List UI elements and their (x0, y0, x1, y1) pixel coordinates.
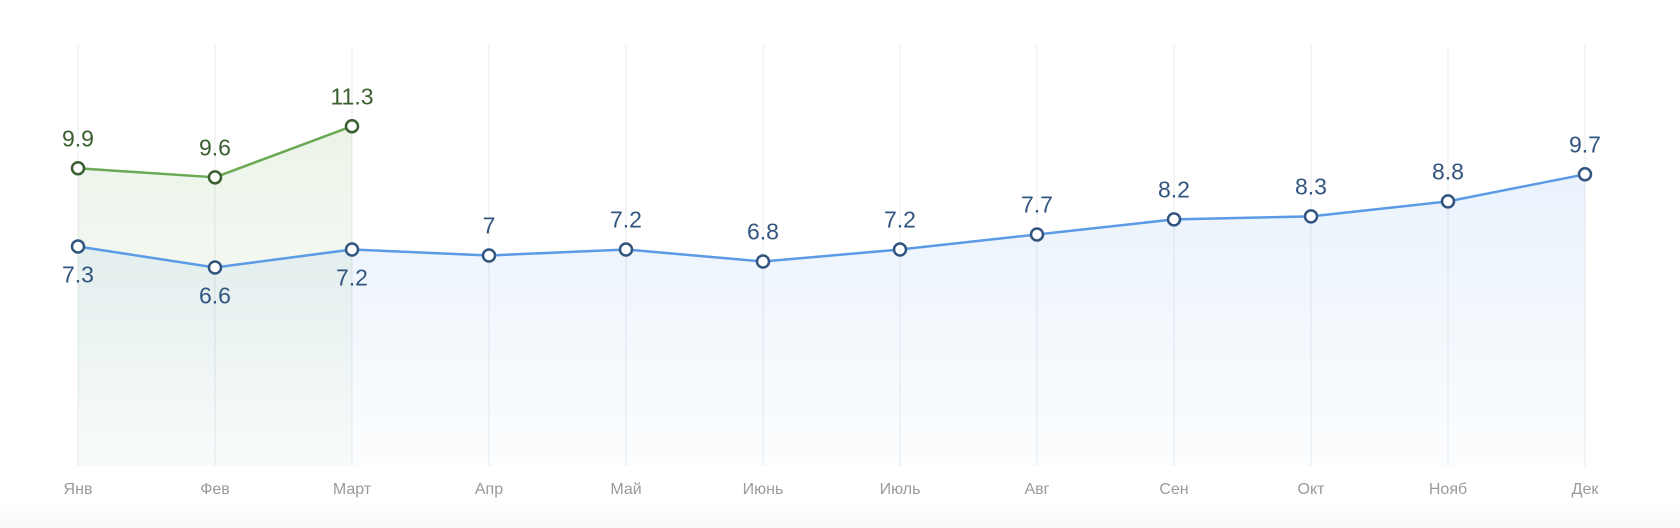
data-label: 6.6 (199, 283, 231, 309)
x-tick-label: Нояб (1429, 481, 1467, 498)
point-marker (207, 170, 223, 185)
point-marker (481, 248, 497, 263)
area (78, 174, 1585, 467)
area (78, 126, 352, 466)
point-marker (892, 242, 908, 257)
x-tick-label: Окт (1298, 481, 1326, 498)
point-marker (1577, 167, 1593, 182)
bottom-band (0, 500, 1680, 528)
point-marker (344, 118, 360, 134)
point-marker (70, 161, 86, 176)
point-marker (1440, 194, 1456, 209)
point-marker (618, 242, 634, 257)
point-marker (70, 239, 86, 254)
point-marker (1029, 227, 1045, 242)
data-label: 7.7 (1021, 192, 1053, 218)
data-label: 11.3 (330, 83, 373, 109)
data-label: 7.2 (610, 207, 642, 233)
x-tick-label: Янв (64, 481, 93, 498)
data-label: 9.9 (62, 125, 94, 151)
x-tick-label: Авг (1024, 481, 1049, 498)
point-marker (755, 254, 771, 269)
data-label: 9.7 (1569, 131, 1601, 157)
point-marker (1303, 209, 1319, 224)
x-tick-label: Июнь (743, 481, 784, 498)
line (77, 173, 1586, 269)
data-label: 6.8 (747, 219, 779, 245)
point-marker (1166, 212, 1182, 227)
point-marker (344, 242, 360, 257)
point-marker (207, 260, 223, 275)
data-label: 8.8 (1432, 158, 1464, 184)
x-tick-label: Дек (1572, 481, 1600, 498)
data-label: 8.3 (1295, 173, 1327, 199)
data-label: 7.3 (62, 262, 94, 288)
x-tick-label: Март (333, 481, 372, 498)
data-label: 7.2 (336, 265, 368, 291)
data-label: 7 (483, 213, 496, 239)
x-tick-label: Апр (475, 481, 503, 498)
x-tick-label: Фев (200, 481, 230, 498)
x-tick-label: Сен (1159, 481, 1188, 498)
x-tick-label: Июль (880, 481, 921, 498)
data-label: 8.2 (1158, 176, 1190, 202)
data-label: 9.6 (199, 134, 231, 160)
data-label: 7.2 (884, 207, 916, 233)
x-tick-label: Май (610, 481, 641, 498)
